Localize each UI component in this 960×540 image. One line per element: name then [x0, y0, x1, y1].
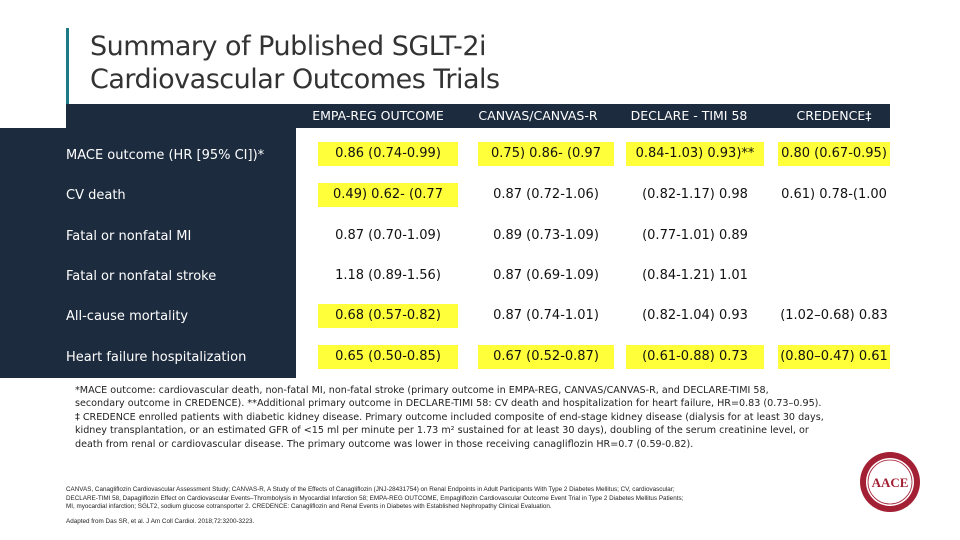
table-cell: 0.86 (0.74-0.99)	[318, 142, 458, 166]
column-header-declare: DECLARE - TIMI 58	[630, 108, 748, 123]
abbreviation-line: MI, myocardial infarction; SGLT2, sodium…	[66, 503, 552, 511]
logo-inner-ring	[867, 459, 913, 505]
table-cell: 1.18 (0.89-1.56)	[335, 268, 441, 283]
table-cell: 0.84-1.03) 0.93)**	[626, 142, 764, 166]
abbreviation-line: CANVAS, Canagliflozin Cardiovascular Ass…	[66, 486, 675, 493]
row-label: MACE outcome (HR [95% CI])*	[66, 148, 265, 163]
row-label-band	[0, 128, 296, 378]
table-cell: 0.87 (0.74-1.01)	[493, 308, 599, 323]
table-cell: 0.87 (0.69-1.09)	[493, 268, 599, 283]
table-cell: 0.61) 0.78-(1.00	[781, 187, 887, 202]
footnote: *MACE outcome: cardiovascular death, non…	[75, 384, 845, 451]
column-header-credence: CREDENCE‡	[796, 108, 872, 123]
footnote-line: *MACE outcome: cardiovascular death, non…	[75, 385, 769, 396]
title-line-1: Summary of Published SGLT-2i	[90, 31, 487, 62]
table-cell: (0.61-0.88) 0.73	[626, 345, 764, 369]
table-cell: 0.87 (0.70-1.09)	[335, 228, 441, 243]
table-cell: 0.80 (0.67-0.95)	[778, 142, 890, 166]
title-line-2: Cardiovascular Outcomes Trials	[90, 64, 500, 95]
abbreviation-line: DECLARE-TIMI 58, Dapagliflozin Effect on…	[66, 494, 684, 502]
table-cell: (0.82-1.04) 0.93	[642, 308, 748, 323]
table-cell: 0.75) 0.86- (0.97	[478, 142, 614, 166]
footnote-line: kidney transplantation, or an estimated …	[75, 425, 809, 437]
citation: Adapted from Das SR, et al. J Am Coll Ca…	[66, 518, 255, 525]
footnote-line: ‡ CREDENCE enrolled patients with diabet…	[75, 411, 824, 423]
table-header-band	[66, 104, 890, 128]
title-accent-bar	[66, 28, 69, 128]
column-header-canvas: CANVAS/CANVAS-R	[478, 108, 598, 123]
column-header-empa-reg: EMPA-REG OUTCOME	[312, 108, 444, 123]
page-title: Summary of Published SGLT-2i Cardiovascu…	[90, 30, 500, 96]
logo-inner-disc	[866, 458, 914, 506]
row-label: All-cause mortality	[66, 309, 189, 324]
row-label: Fatal or nonfatal stroke	[66, 269, 217, 284]
table-cell: (1.02–0.68) 0.83	[780, 308, 888, 323]
row-label: Heart failure hospitalization	[66, 350, 247, 365]
table-cell: 0.68 (0.57-0.82)	[318, 304, 458, 328]
table-cell: (0.77-1.01) 0.89	[642, 228, 748, 243]
footnote-line: secondary outcome in CREDENCE). **Additi…	[75, 398, 822, 410]
row-label: Fatal or nonfatal MI	[66, 229, 192, 244]
footnote-line: death from renal or cardiovascular disea…	[75, 438, 694, 450]
abbreviations: CANVAS, Canagliflozin Cardiovascular Ass…	[66, 486, 846, 512]
table-cell: 0.87 (0.72-1.06)	[493, 187, 599, 202]
table-cell: 0.49) 0.62- (0.77	[318, 183, 458, 207]
table-cell: 0.89 (0.73-1.09)	[493, 228, 599, 243]
table-cell: (0.82-1.17) 0.98	[642, 187, 748, 202]
aace-logo: AACE	[860, 452, 920, 512]
table-cell: (0.84-1.21) 1.01	[642, 268, 748, 283]
row-label: CV death	[66, 188, 126, 203]
table-cell: 0.67 (0.52-0.87)	[478, 345, 614, 369]
table-cell: 0.65 (0.50-0.85)	[318, 345, 458, 369]
table-cell: (0.80–0.47) 0.61	[778, 345, 890, 369]
logo-lettering: AACE	[872, 475, 909, 490]
